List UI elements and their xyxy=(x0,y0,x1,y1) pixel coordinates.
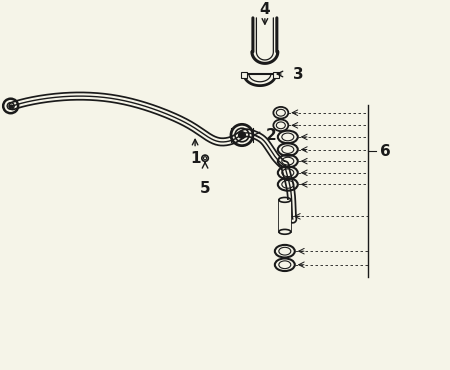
Text: 6: 6 xyxy=(379,144,390,159)
Bar xyxy=(273,72,279,78)
Text: 5: 5 xyxy=(200,181,210,195)
Text: 3: 3 xyxy=(293,67,303,81)
Polygon shape xyxy=(279,200,291,232)
Text: 2: 2 xyxy=(266,128,277,142)
Bar xyxy=(241,72,247,78)
Text: 1: 1 xyxy=(190,151,200,166)
Ellipse shape xyxy=(238,132,245,138)
Text: 4: 4 xyxy=(260,2,270,17)
